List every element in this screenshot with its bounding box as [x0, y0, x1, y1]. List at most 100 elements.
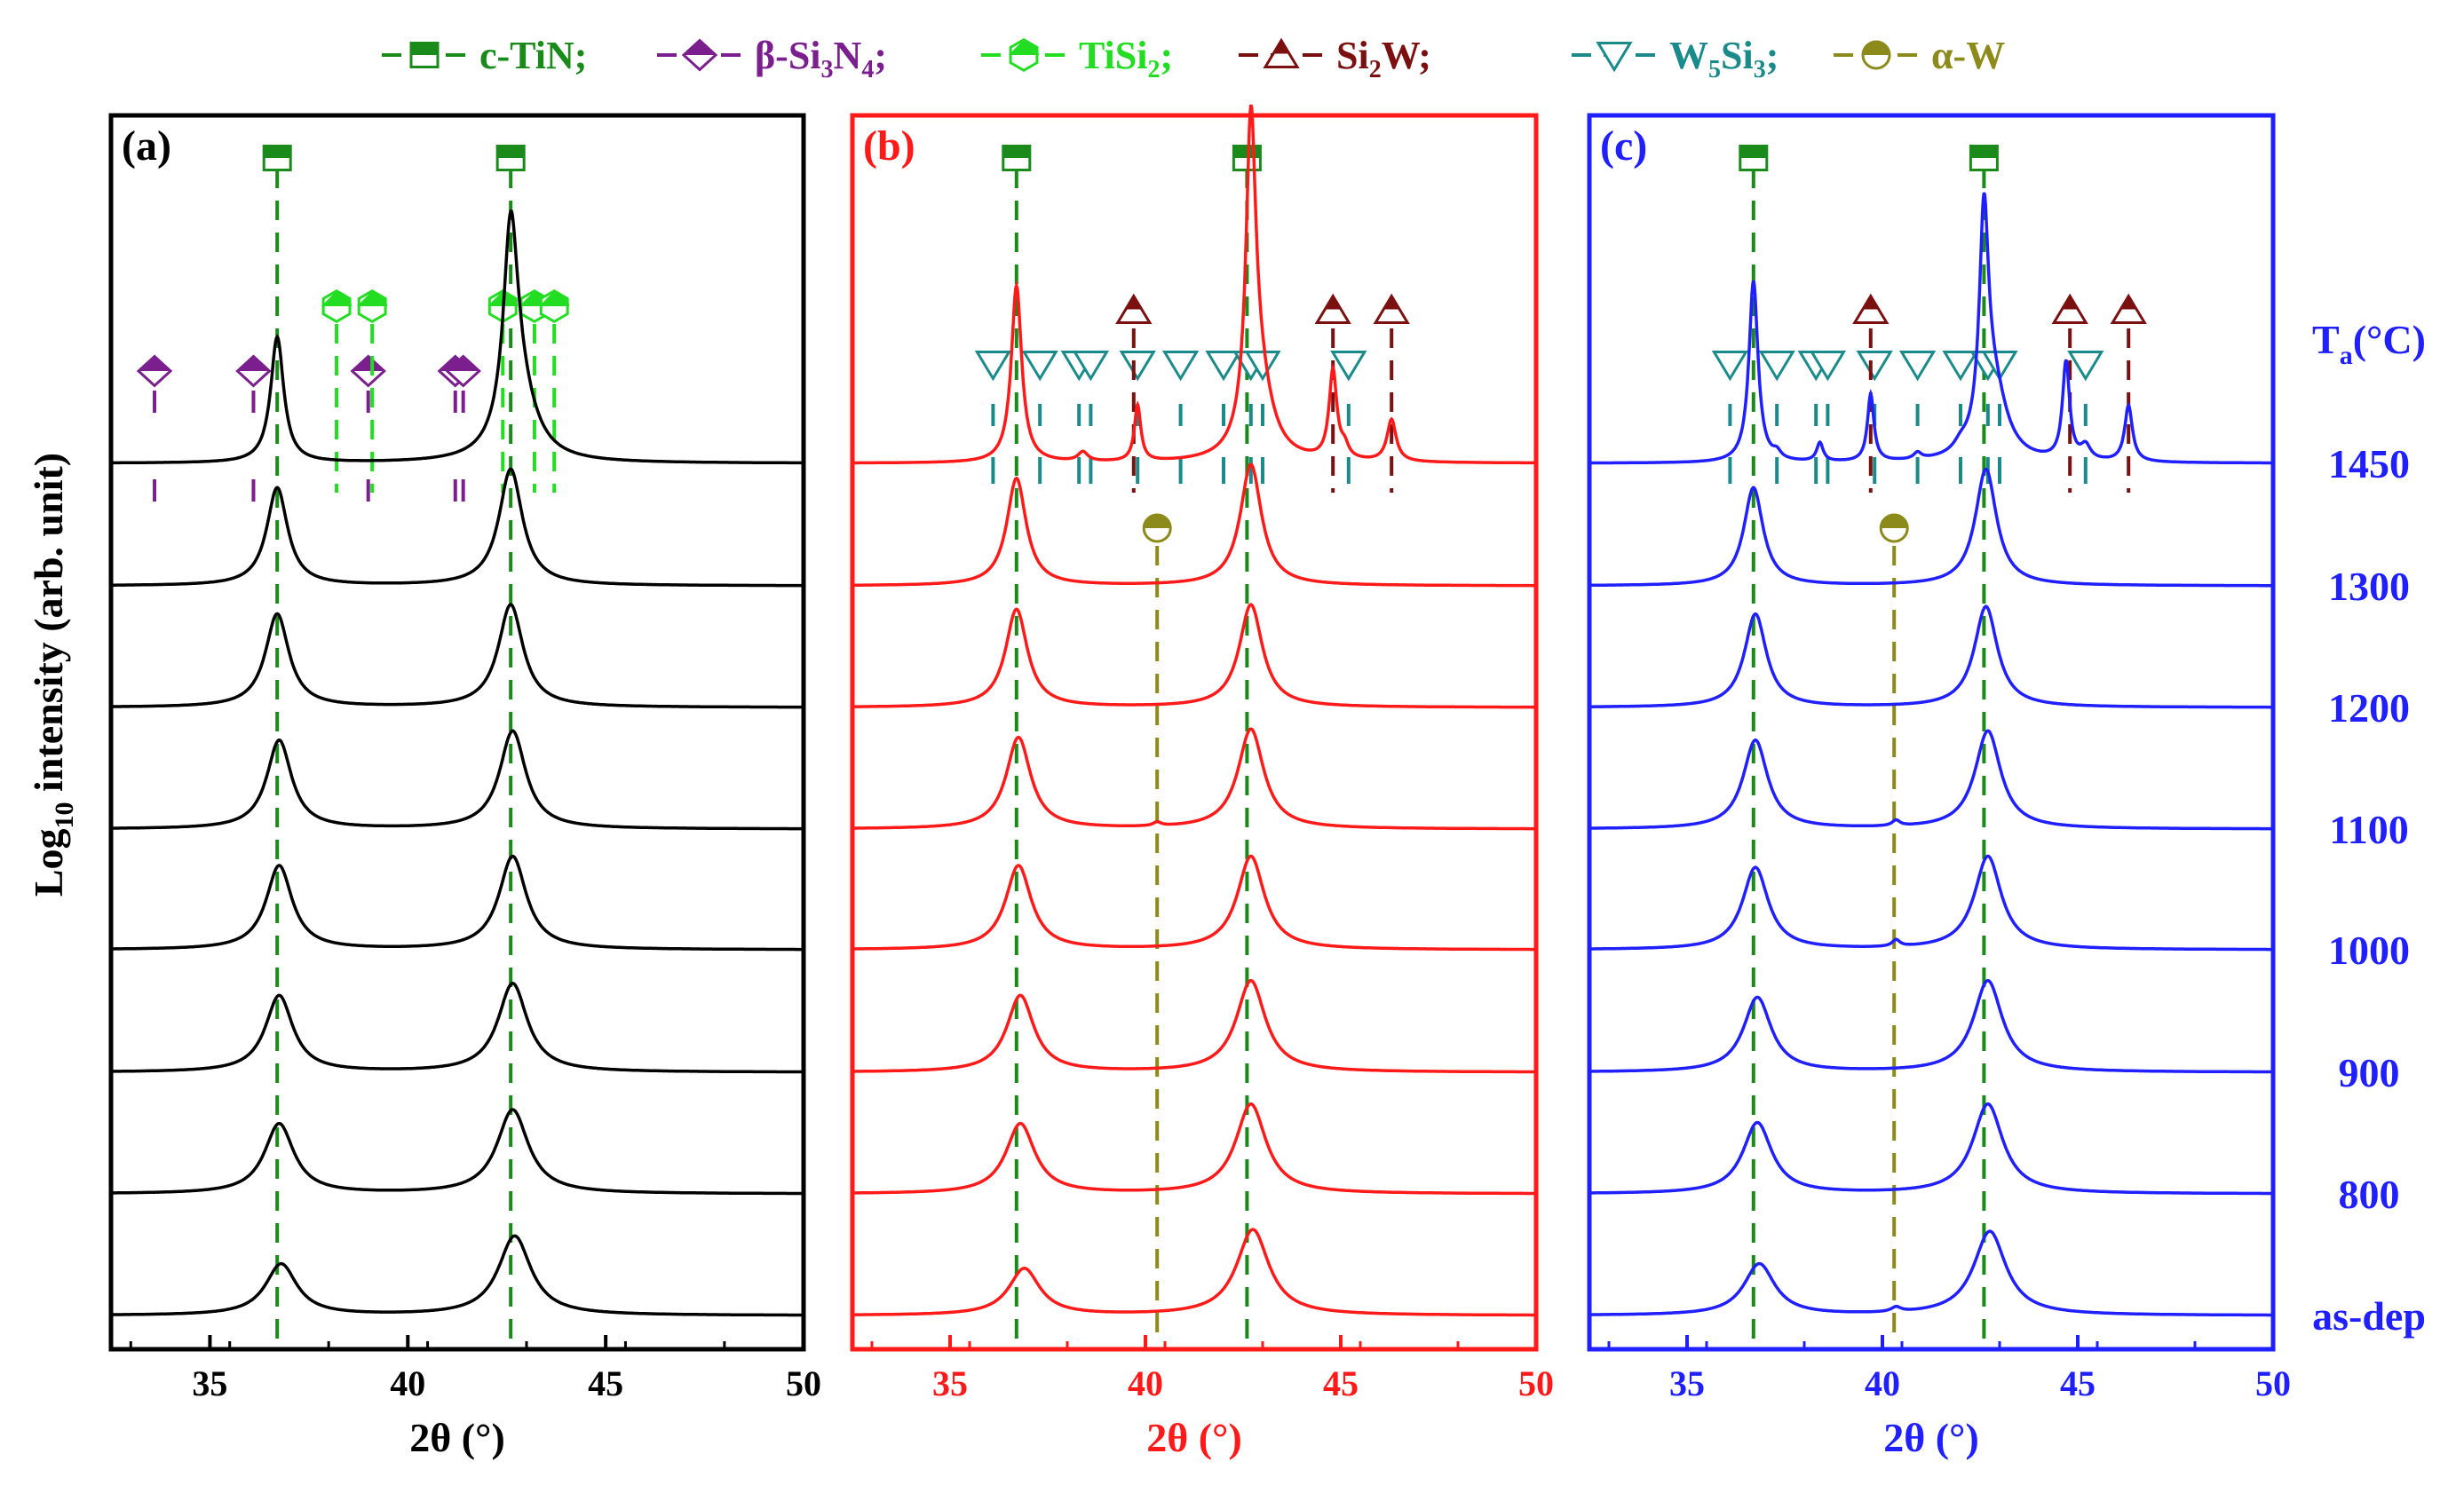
ref-marker-si2w-icon [1115, 293, 1153, 324]
ref-marker-si2w-icon [2110, 293, 2147, 324]
x-tick-label: 40 [1865, 1363, 1900, 1403]
ref-marker-w5si3-icon [1330, 351, 1367, 382]
ref-marker-si2w-icon [1373, 293, 1410, 324]
panels: 35 40 45 50 2θ (°) (a) 35 40 45 50 2θ (°) (b) 35 40 45… [108, 104, 2291, 1460]
panel-letter: (a) [122, 122, 171, 170]
x-tick-label: 40 [1128, 1363, 1163, 1403]
spectrum-900 [852, 978, 1536, 1074]
spectrum-800 [852, 1102, 1536, 1196]
legend-label-si3n4: β-Si3N4; [755, 34, 887, 83]
ref-marker-tisi2-icon [356, 289, 388, 323]
temperature-label: 1000 [2328, 928, 2410, 973]
y-axis-label: Log10 intensity (arb. unit) [26, 453, 79, 897]
reference-lines [1711, 145, 2147, 1345]
ref-marker-si3n4-icon [350, 354, 386, 388]
spectrum-1000 [1589, 854, 2273, 952]
ref-marker-tin-icon [495, 145, 526, 171]
spectrum-1200 [1589, 604, 2273, 709]
spectrum-as-dep [1589, 1229, 2273, 1317]
legend: c-TiN; β-Si3N4; TiSi2; Si2W; W5Si3; α-W [382, 34, 2005, 83]
ref-marker-si2w-icon [1314, 293, 1351, 324]
legend-marker-si2w-icon [1263, 37, 1300, 68]
legend-entry-tisi2: TiSi2; [981, 34, 1173, 83]
panel-letter: (b) [863, 122, 915, 170]
spectrum-1000 [852, 854, 1536, 952]
x-tick-label: 35 [192, 1363, 227, 1403]
legend-marker-si3n4-icon [681, 38, 718, 72]
panel-b: 35 40 45 50 2θ (°) (b) [850, 104, 1554, 1460]
legend-entry-tin: c-TiN; [382, 34, 587, 77]
temperature-labels: Ta(°C) 1450 1300 1200 1100 1000 900 800 as-dep [2312, 317, 2426, 1339]
ref-marker-si2w-icon [1852, 293, 1890, 324]
legend-label-tin: c-TiN; [479, 34, 587, 77]
panel-frame [1587, 113, 2276, 1352]
ref-marker-si2w-icon [2051, 293, 2088, 324]
ref-marker-w5si3-icon [1244, 351, 1281, 382]
ref-marker-w5si3-icon [1072, 351, 1110, 382]
ref-marker-tin-icon [1002, 145, 1032, 171]
spectrum-1100 [1589, 729, 2273, 831]
legend-entry-alphaw: α-W [1834, 34, 2005, 77]
spectrum-1200 [111, 603, 804, 709]
ref-marker-tisi2-icon [538, 289, 570, 323]
temperature-header: Ta(°C) [2312, 317, 2426, 370]
ref-marker-si3n4-icon [136, 354, 173, 388]
temperature-label: 1300 [2328, 564, 2410, 609]
panel-a: 35 40 45 50 2θ (°) (a) [108, 113, 821, 1460]
spectrum-as-dep [852, 1228, 1536, 1317]
ref-marker-w5si3-icon [1758, 351, 1795, 382]
ref-marker-w5si3-icon [1809, 351, 1847, 382]
panel-letter: (c) [1600, 122, 1647, 170]
x-axis: 35 40 45 50 2θ (°) [1607, 1335, 2291, 1460]
y-axis-label-group: Log10 intensity (arb. unit) [26, 453, 79, 897]
temperature-label: 900 [2339, 1050, 2400, 1095]
spectrum-1200 [852, 603, 1536, 709]
ref-marker-w5si3-icon [1161, 351, 1200, 382]
legend-entry-w5si3: W5Si3; [1572, 34, 1779, 83]
legend-marker-alphaw-icon [1861, 40, 1891, 70]
ref-marker-w5si3-icon [1205, 351, 1242, 382]
panel-frame [850, 113, 1539, 1352]
ref-marker-tin-icon [1739, 145, 1769, 171]
x-axis: 35 40 45 50 2θ (°) [870, 1335, 1554, 1460]
x-tick-label: 40 [390, 1363, 425, 1403]
spectrum-1450 [111, 209, 804, 465]
spectrum-1450 [1589, 192, 2273, 465]
spectrum-800 [1589, 1102, 2273, 1196]
temperature-label: 1200 [2328, 685, 2410, 731]
spectrum-900 [111, 982, 804, 1074]
spectrum-1300 [852, 462, 1536, 588]
ref-marker-w5si3-icon [1856, 351, 1893, 382]
legend-marker-w5si3-icon [1596, 42, 1633, 73]
x-tick-label: 45 [2060, 1363, 2096, 1403]
x-axis-label: 2θ (°) [1883, 1415, 1979, 1460]
panel-c: 35 40 45 50 2θ (°) (c) [1587, 113, 2291, 1460]
x-tick-label: 35 [932, 1363, 968, 1403]
ref-marker-w5si3-icon [2067, 351, 2104, 382]
x-tick-label: 50 [2255, 1363, 2291, 1403]
spectrum-as-dep [111, 1234, 804, 1317]
ref-marker-si3n4-icon [235, 354, 272, 388]
x-tick-label: 50 [786, 1363, 821, 1403]
temperature-label: 1450 [2328, 441, 2410, 486]
temperature-label: 800 [2339, 1172, 2400, 1217]
spectrum-1100 [111, 729, 804, 831]
spectrum-900 [1589, 978, 2273, 1074]
x-axis-label: 2θ (°) [409, 1415, 505, 1460]
ref-marker-w5si3-icon [1711, 351, 1749, 382]
temperature-label: 1100 [2329, 807, 2408, 852]
ref-marker-w5si3-icon [1942, 351, 1979, 382]
ref-marker-alphaw-icon [1879, 513, 1909, 543]
ref-marker-tin-icon [262, 145, 292, 171]
legend-label-w5si3: W5Si3; [1669, 34, 1779, 83]
panel-frame [108, 113, 806, 1352]
x-tick-label: 45 [588, 1363, 623, 1403]
x-tick-label: 45 [1323, 1363, 1359, 1403]
legend-label-alphaw: α-W [1931, 34, 2005, 77]
legend-marker-tisi2-icon [1008, 38, 1040, 72]
x-axis: 35 40 45 50 2θ (°) [129, 1335, 821, 1460]
ref-marker-w5si3-icon [974, 351, 1012, 382]
spectra [111, 209, 804, 1317]
x-tick-label: 35 [1669, 1363, 1705, 1403]
